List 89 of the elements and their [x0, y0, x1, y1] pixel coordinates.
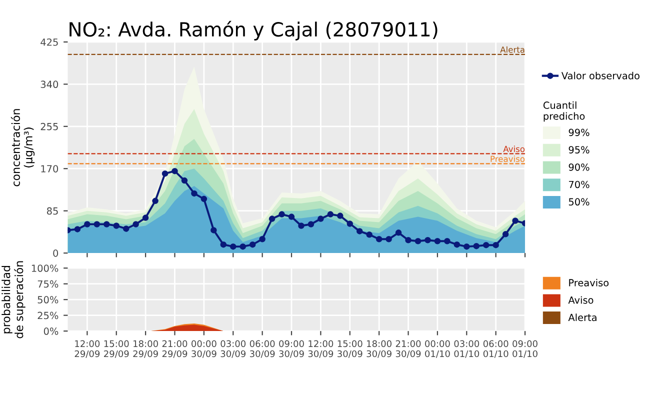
point	[259, 236, 266, 242]
x-tick-label: 06:00 01/10	[483, 340, 508, 358]
legend-label: Aviso	[568, 296, 594, 304]
point	[278, 211, 285, 218]
ref-line-label: Alerta	[500, 46, 524, 53]
x-tick-label: 00:00 30/09	[192, 340, 216, 358]
y-tick-label: 170	[41, 165, 58, 172]
legend-label: 50%	[568, 198, 590, 206]
legend-title: Cuantil predicho	[543, 101, 585, 122]
point	[113, 222, 120, 229]
point	[356, 228, 363, 234]
y-tick-label: 50%	[38, 296, 58, 304]
legend-label: 90%	[568, 163, 590, 171]
legend-label: 95%	[568, 146, 590, 154]
ref-line-label: Aviso	[503, 146, 525, 152]
point	[327, 211, 334, 218]
legend-label: 99%	[568, 128, 590, 136]
y-tick-label: 255	[40, 122, 58, 130]
point	[94, 221, 100, 228]
point	[395, 230, 402, 236]
ref-line-label: Preaviso	[490, 156, 525, 162]
point	[240, 243, 246, 250]
point	[414, 238, 422, 244]
x-tick-label: 21:00 30/09	[396, 340, 421, 358]
legend-label: 70%	[569, 180, 590, 188]
x-tick-label: 06:00 30/09	[250, 340, 275, 358]
legend-label: Valor observado	[561, 72, 640, 80]
y-axis-title: probabilidad de superación	[2, 261, 26, 338]
point	[444, 238, 450, 244]
point	[132, 221, 139, 228]
point	[482, 242, 490, 248]
y-axis-title: concentración (µg/m³)	[10, 109, 35, 186]
point	[346, 220, 354, 227]
point	[454, 241, 460, 248]
point	[172, 168, 178, 174]
point	[512, 218, 518, 224]
x-tick-label: 18:00 29/09	[133, 340, 158, 358]
point	[288, 214, 295, 220]
x-tick-label: 15:00 29/09	[104, 340, 129, 358]
point	[424, 237, 431, 244]
y-tick-label: 0%	[44, 328, 58, 335]
point	[464, 243, 470, 250]
y-tick-label: 340	[40, 80, 58, 88]
point	[298, 222, 304, 229]
point	[191, 190, 198, 197]
point	[318, 216, 324, 222]
point	[337, 212, 344, 219]
y-tick-label: 0	[53, 250, 58, 257]
point	[502, 231, 509, 238]
point	[268, 216, 276, 222]
y-tick-label: 75%	[38, 280, 58, 288]
x-tick-label: 09:00 01/10	[512, 340, 538, 358]
point	[249, 241, 256, 248]
point	[473, 242, 480, 250]
x-tick-label: 12:00 30/09	[308, 340, 334, 358]
x-tick-label: 21:00 29/09	[162, 340, 188, 358]
y-tick-label: 85	[46, 207, 58, 215]
y-tick-label: 25%	[38, 312, 58, 320]
point	[122, 226, 130, 232]
point	[366, 232, 372, 238]
point	[230, 243, 236, 250]
x-tick-label: 03:00 30/09	[220, 340, 246, 358]
legend-label: Preaviso	[569, 278, 609, 286]
point	[200, 196, 208, 202]
y-tick-label: 425	[40, 38, 58, 46]
point	[434, 238, 441, 244]
x-tick-label: 15:00 30/09	[338, 340, 362, 358]
point	[308, 221, 314, 228]
point	[210, 227, 217, 234]
x-tick-label: 09:00 30/09	[279, 340, 304, 358]
x-tick-label: 00:00 01/10	[425, 340, 450, 358]
point	[162, 170, 168, 177]
x-tick-label: 12:00 29/09	[74, 340, 100, 358]
point	[492, 242, 499, 248]
x-tick-label: 18:00 30/09	[366, 340, 392, 358]
point	[181, 177, 188, 184]
point	[152, 198, 158, 204]
y-tick-label: 100%	[32, 264, 58, 272]
legend-label: Alerta	[568, 314, 596, 322]
point	[386, 236, 392, 242]
point	[74, 226, 81, 232]
point	[104, 221, 110, 228]
point	[142, 214, 149, 221]
point	[220, 241, 227, 248]
chart-title: NO₂: Avda. Ramón y Cajal (28079011)	[70, 20, 438, 40]
point	[84, 221, 90, 228]
x-tick-label: 03:00 01/10	[454, 340, 480, 358]
point	[376, 236, 382, 242]
point	[405, 237, 412, 244]
